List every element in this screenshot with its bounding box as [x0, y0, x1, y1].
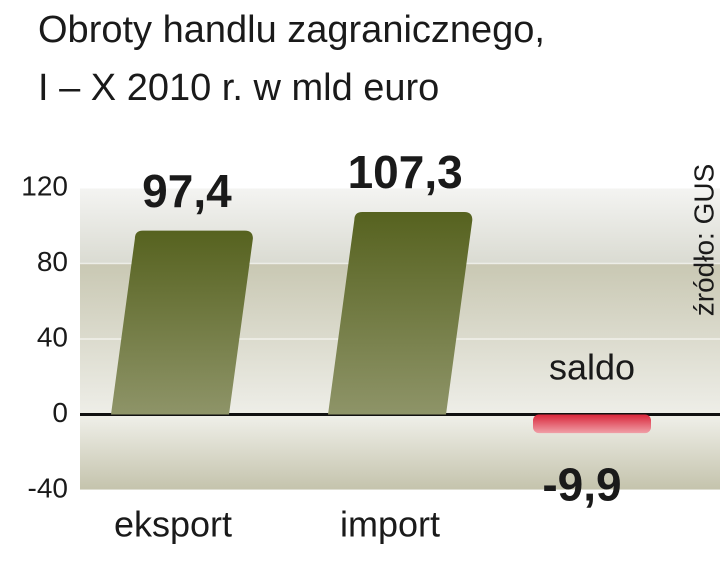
- y-tick-label: 0: [52, 397, 68, 428]
- y-tick-label: 40: [37, 321, 68, 352]
- bar: [328, 211, 473, 415]
- y-tick-label: 120: [21, 170, 68, 201]
- y-tick-label: -40: [28, 472, 68, 503]
- value-label: 97,4: [142, 165, 232, 217]
- plot-area: 120 80 40 0 -40 97,4 eksport 107,3 import -9,9 sal…: [21, 146, 720, 545]
- value-label: 107,3: [348, 146, 463, 198]
- x-tick-label: saldo: [549, 347, 635, 388]
- x-tick-label: eksport: [114, 504, 232, 545]
- value-label: -9,9: [542, 458, 621, 510]
- chart-subtitle: I – X 2010 r. w mld euro: [38, 67, 439, 109]
- bar: [111, 230, 253, 415]
- chart-title: Obroty handlu zagranicznego,: [38, 9, 545, 51]
- x-tick-label: import: [340, 504, 440, 545]
- y-tick-label: 80: [37, 246, 68, 277]
- source: źródło: GUS: [688, 164, 719, 317]
- bar: [533, 414, 651, 434]
